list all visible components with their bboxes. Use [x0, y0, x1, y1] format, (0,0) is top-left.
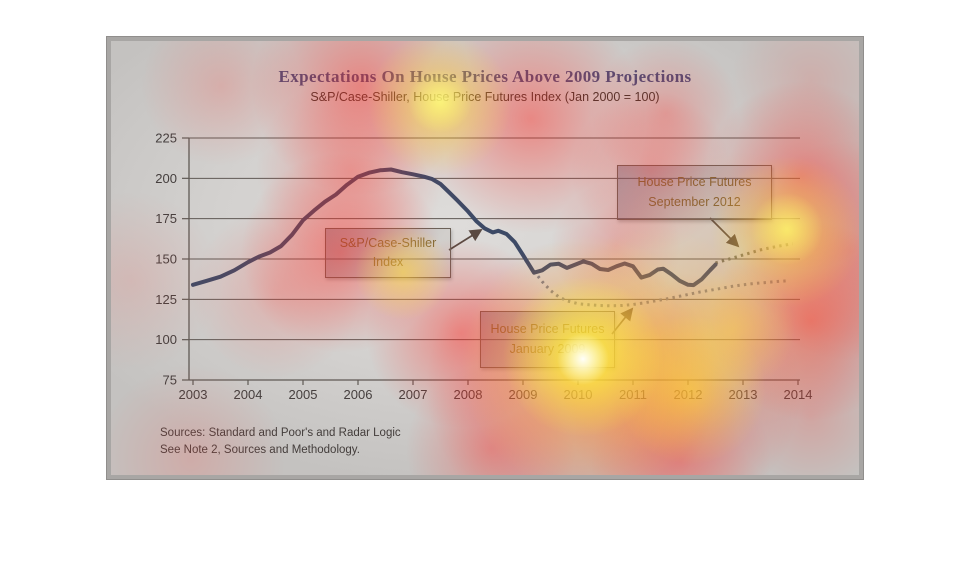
sources-line-1: Sources: Standard and Poor's and Radar L… — [160, 427, 401, 439]
callout-text-line: January 2009 — [509, 341, 586, 356]
x-tick-label: 2006 — [344, 387, 373, 402]
callout-text-line: Index — [372, 255, 404, 269]
y-tick-label: 100 — [155, 332, 177, 347]
y-tick-label: 225 — [155, 131, 177, 146]
x-tick-label: 2011 — [619, 387, 647, 402]
y-tick-label: 200 — [155, 171, 177, 186]
callout-text-line: House Price Futures — [490, 322, 605, 337]
x-tick-label: 2007 — [399, 387, 428, 402]
callout-text-line: S&P/Case-Shiller — [339, 235, 437, 250]
x-tick-label: 2010 — [564, 387, 593, 402]
callout-text-line: House Price Futures — [637, 175, 752, 190]
x-tick-label: 2008 — [454, 387, 483, 402]
y-tick-label: 175 — [155, 211, 177, 226]
callout-text-line: September 2012 — [648, 194, 741, 209]
sources-note: Sources: Standard and Poor's and Radar L… — [160, 425, 401, 459]
y-tick-label: 150 — [155, 252, 177, 267]
case-shiller-arrow — [448, 228, 483, 251]
jan-2009-arrow — [611, 307, 634, 335]
y-tick-label: 75 — [163, 373, 177, 388]
callout-case-shiller-index: S&P/Case-Shiller Index — [325, 228, 451, 278]
callout-futures-september-2012: House Price Futures September 2012 — [617, 165, 772, 220]
callout-futures-january-2009: House Price Futures January 2009 — [480, 311, 615, 368]
y-tick-label: 125 — [155, 292, 177, 307]
x-tick-label: 2013 — [729, 387, 758, 402]
x-tick-label: 2014 — [784, 387, 813, 402]
chart-subtitle: S&P/Case-Shiller, House Price Futures In… — [310, 90, 660, 104]
sep-2012-arrow — [709, 217, 740, 248]
x-tick-label: 2005 — [289, 387, 318, 402]
x-tick-label: 2003 — [179, 387, 208, 402]
x-tick-label: 2009 — [509, 387, 538, 402]
house-price-futures-september-2012-line — [715, 242, 793, 265]
sources-line-2: See Note 2, Sources and Methodology. — [160, 444, 360, 456]
x-tick-label: 2004 — [234, 387, 263, 402]
chart-frame: Expectations On House Prices Above 2009 … — [106, 36, 864, 480]
x-tick-label: 2012 — [674, 387, 703, 402]
chart-title: Expectations On House Prices Above 2009 … — [278, 67, 692, 86]
